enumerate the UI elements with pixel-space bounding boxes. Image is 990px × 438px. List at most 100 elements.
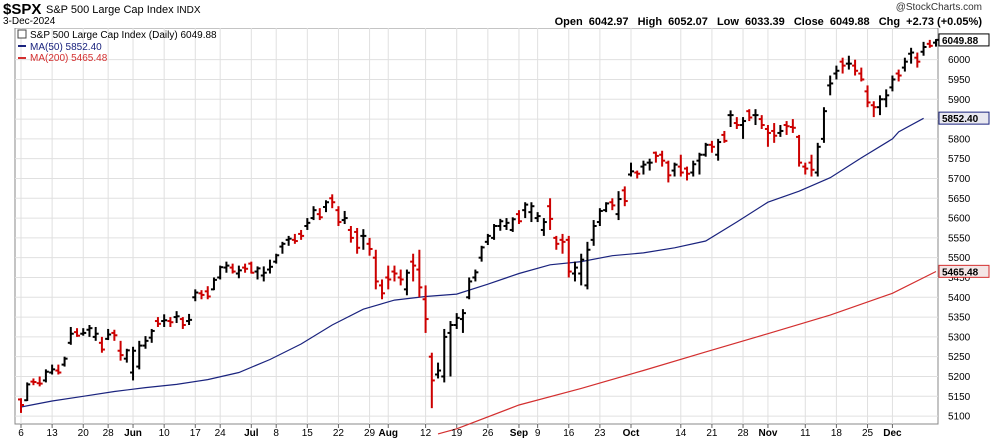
y-tick-label: 5750 — [948, 154, 971, 165]
y-tick-label: 5350 — [948, 313, 971, 324]
change-value: +2.73 (+0.05%) — [906, 16, 982, 28]
ohlc-bar — [279, 241, 286, 254]
ohlc-bar — [852, 59, 859, 76]
ma200-badge-value: 5465.48 — [942, 267, 979, 278]
value-badges: 6049.88 5852.40 5465.48 — [938, 33, 990, 278]
ohlc-bar — [684, 166, 691, 181]
ohlc-bar — [777, 125, 784, 137]
ohlc-bar — [478, 245, 485, 262]
ohlc-bar — [640, 160, 647, 175]
ohlc-bar — [98, 336, 105, 353]
ohlc-bar — [210, 277, 217, 291]
ohlc-bar — [403, 269, 410, 296]
ohlc-bar — [136, 340, 143, 370]
ohlc-bar — [354, 227, 361, 254]
ohlc-bar — [310, 206, 317, 221]
ohlc-bar — [130, 346, 137, 381]
legend-ma200: MA(200) 5465.48 — [30, 53, 108, 64]
y-tick-label: 5150 — [948, 392, 971, 403]
ohlc-bar — [727, 110, 734, 127]
chart-header: $SPX S&P 500 Large Cap Index INDX 3-Dec-2… — [0, 0, 990, 28]
ohlc-bar — [652, 151, 659, 163]
ohlc-bar — [876, 95, 883, 116]
x-tick-label: 17 — [190, 428, 202, 438]
ohlc-bar — [783, 121, 790, 135]
x-tick-label: 25 — [862, 428, 874, 438]
x-tick-label: 18 — [831, 428, 843, 438]
y-tick-label: 5650 — [948, 194, 971, 205]
ohlc-bar — [291, 233, 298, 244]
ohlc-bar — [497, 218, 504, 231]
ohlc-bar — [80, 328, 87, 336]
ohlc-bar — [547, 198, 554, 230]
ohlc-bar — [366, 237, 373, 256]
ohlc-bar — [223, 261, 230, 273]
ohlc-bar — [559, 233, 566, 254]
ohlc-bar — [435, 362, 442, 379]
ohlc-bar — [30, 378, 37, 386]
low-value: 6033.39 — [745, 16, 785, 28]
x-tick-label: Oct — [623, 428, 640, 438]
ohlc-bar — [901, 57, 908, 72]
x-tick-label: 10 — [159, 428, 171, 438]
ohlc-bar — [733, 117, 740, 129]
y-tick-label: 5900 — [948, 95, 971, 106]
symbol: $SPX — [3, 1, 42, 18]
ohlc-bar — [690, 160, 697, 177]
legend-price-swatch — [17, 29, 27, 39]
ohlc-bar — [484, 233, 491, 246]
x-tick-label: Jun — [124, 428, 142, 438]
open-label: Open — [554, 16, 583, 28]
x-tick-label: 28 — [737, 428, 749, 438]
ohlc-bar — [908, 47, 915, 64]
ohlc-bar — [391, 265, 398, 282]
y-tick-label: 5600 — [948, 214, 971, 225]
ohlc-bar — [61, 356, 68, 367]
ohlc-bar — [453, 313, 460, 329]
plot-frame — [14, 28, 939, 425]
y-tick-label: 5550 — [948, 233, 971, 244]
ohlc-bar — [304, 218, 311, 230]
price-chart: 5100 5150 5200 5250 5300 5350 5400 5450 5500 5550… — [14, 28, 990, 438]
ohlc-bar — [167, 317, 174, 327]
ohlc-bar — [715, 138, 722, 161]
ohlc-bar — [721, 130, 728, 143]
ohlc-bar — [553, 235, 560, 250]
ohlc-bar — [752, 109, 759, 126]
ohlc-bar — [74, 328, 81, 337]
ohlc-bar — [864, 85, 871, 108]
ohlc-bar — [148, 328, 155, 343]
y-tick-label: 5500 — [948, 253, 971, 264]
ohlc-bar — [273, 253, 280, 264]
ohlc-bar — [578, 253, 585, 286]
ohlc-bar — [808, 154, 815, 177]
ma200-layer — [437, 270, 937, 435]
ohlc-bar — [360, 229, 367, 250]
ohlc-bar — [920, 41, 927, 56]
ohlc-bar — [665, 160, 672, 183]
ohlc-bar — [926, 39, 933, 48]
x-tick-label: 12 — [420, 428, 432, 438]
close-label: Close — [793, 16, 824, 28]
ohlc-bar — [584, 241, 591, 290]
ohlc-bar — [142, 336, 149, 349]
ohlc-bar — [503, 218, 510, 230]
ohlc-bar — [696, 152, 703, 175]
ohlc-bar — [740, 117, 747, 139]
low-label: Low — [716, 16, 739, 28]
ohlc-bar — [914, 52, 921, 68]
ohlc-bar — [883, 89, 890, 108]
ohlc-bar — [55, 364, 62, 375]
ohlc-bar — [422, 285, 429, 333]
y-tick-label: 6000 — [948, 55, 971, 66]
y-axis-labels: 5100 5150 5200 5250 5300 5350 5400 5450 5500 5550… — [948, 55, 971, 422]
ohlc-bar — [347, 226, 354, 243]
x-tick-label: 21 — [706, 428, 718, 438]
x-tick-label: 26 — [482, 428, 494, 438]
ohlc-bar — [515, 210, 522, 225]
x-axis-labels: 6 13 20 28 Jun 10 17 24 Jul 8 15 22 29 Aug 12 19 26 Sep 9 1… — [18, 428, 902, 438]
ohlc-bar — [571, 261, 578, 282]
x-tick-label: 9 — [535, 428, 541, 438]
ohlc-bar — [509, 217, 516, 232]
x-tick-label: Nov — [758, 428, 777, 438]
